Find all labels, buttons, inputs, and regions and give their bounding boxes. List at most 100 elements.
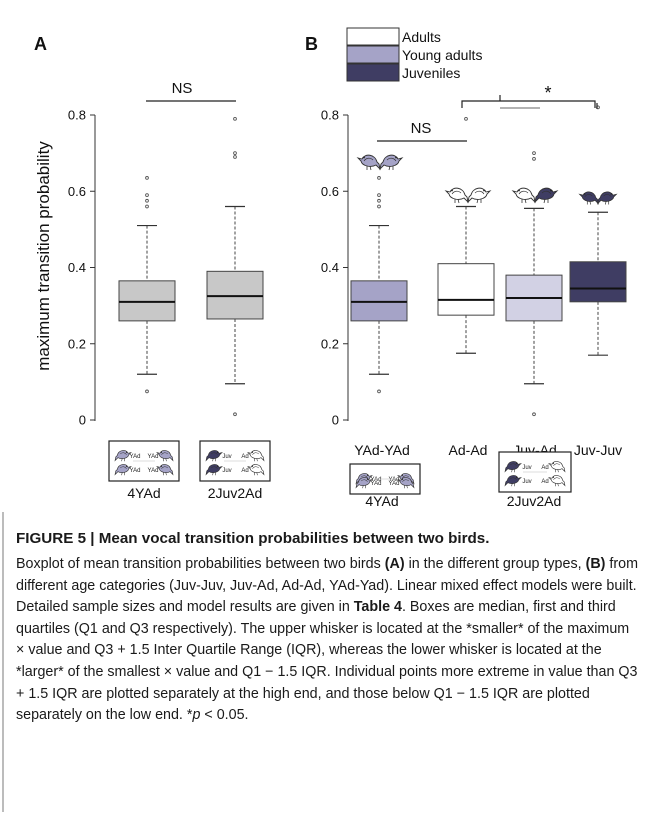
bird-icon — [114, 464, 132, 476]
diagram-bird-label: YAd — [148, 468, 159, 474]
panel-b-letter: B — [305, 34, 318, 54]
bird-icon-ad-pair — [444, 187, 492, 204]
outlier-point — [377, 176, 381, 180]
bird-icon — [355, 477, 373, 489]
outlier-point — [377, 389, 381, 394]
group-diagram-2juv2ad-a: Juv Ad Juv Ad — [199, 440, 271, 482]
outlier-point — [145, 193, 149, 197]
bird-icon — [156, 450, 174, 462]
figure-panels: A B maximum transition probability 00.20… — [34, 27, 627, 509]
outlier-point — [233, 155, 237, 159]
outlier-point — [233, 116, 237, 121]
box-yad-yad — [350, 176, 408, 394]
outlier-point — [145, 176, 149, 180]
legend-label-juveniles: Juveniles — [402, 65, 460, 81]
bird-icon — [548, 461, 566, 473]
diagram-bird-label: Juv — [522, 479, 531, 485]
group-diagram-4yad-a: YAd YAd YAd YAd — [108, 440, 180, 482]
bird-icon — [467, 187, 492, 204]
bird-icon — [504, 475, 522, 487]
box-4yad — [118, 176, 176, 394]
y-tick-label: 0.2 — [68, 336, 86, 351]
diagram-bird-label: YAd — [148, 454, 159, 460]
box-ad-ad — [437, 116, 495, 354]
diagram-bird-label: Ad — [241, 454, 248, 460]
diagram-bird-label: Juv — [222, 454, 231, 460]
bird-icon — [444, 187, 469, 204]
bird-icon — [578, 191, 599, 205]
outlier-point — [532, 156, 536, 161]
bird-icon-juv-ad-pair — [511, 187, 559, 204]
y-tick-label: 0.6 — [321, 184, 339, 199]
outlier-point — [233, 151, 237, 155]
panel-b-boxes — [350, 105, 627, 417]
category-label-ad-ad: Ad-Ad — [449, 442, 488, 458]
diagram-bird-label: Ad — [541, 465, 548, 471]
caption-ref-table: Table 4 — [353, 599, 402, 616]
group-label-2juv2ad-b: 2Juv2Ad — [507, 493, 561, 509]
caption-body: Boxplot of mean transition probabilities… — [16, 554, 638, 727]
box-juv-juv — [569, 105, 627, 356]
legend-swatch-juveniles — [346, 63, 400, 82]
outlier-point — [233, 412, 237, 417]
caption: FIGURE 5 | Mean vocal transition probabi… — [2, 512, 638, 812]
legend-swatch-young-adults — [346, 45, 400, 64]
caption-text: . Boxes are median, first and third quar… — [16, 599, 638, 724]
bird-icon — [548, 475, 566, 487]
bird-icon — [205, 464, 223, 476]
bird-icon — [379, 154, 404, 171]
bird-icon — [397, 477, 415, 489]
bird-icon — [504, 461, 522, 473]
caption-ref-a: (A) — [384, 556, 405, 572]
bird-icon-juv-pair — [578, 191, 618, 205]
group-label-4yad-a: 4YAd — [127, 485, 160, 501]
caption-text: Boxplot of mean transition probabilities… — [16, 556, 385, 572]
y-tick-label: 0.8 — [321, 108, 339, 123]
outlier-point — [464, 116, 468, 121]
category-label-yad-yad: YAd-YAd — [354, 442, 410, 458]
outlier-point — [532, 151, 536, 155]
outlier-point — [145, 198, 149, 203]
caption-ref-b: (B) — [585, 556, 606, 572]
panel-b-star-bracket — [461, 95, 598, 109]
panel-b-axis: 0 0.2 0.4 0.6 0.8 — [321, 108, 349, 428]
bird-icon — [511, 187, 536, 204]
outlier-point — [377, 193, 381, 197]
bird-icon — [534, 187, 559, 204]
bird-icon — [156, 464, 174, 476]
box-2juv2ad — [206, 116, 264, 417]
panel-a-ns-label: NS — [172, 80, 193, 97]
legend-swatch-adults — [346, 27, 400, 46]
box-body — [569, 261, 627, 303]
group-label-2juv2ad-a: 2Juv2Ad — [208, 485, 262, 501]
outlier-point — [532, 412, 536, 417]
group-label-4yad-b: 4YAd — [365, 493, 398, 509]
diagram-bird-label: YAd — [389, 477, 400, 483]
diagram-bird-label: YAd — [389, 481, 400, 487]
diagram-bird-label: Ad — [541, 479, 548, 485]
y-tick-label: 0.4 — [321, 260, 339, 275]
panel-a-boxes — [118, 116, 264, 417]
outlier-point — [145, 204, 149, 209]
diagram-bird-label: YAd — [130, 454, 141, 460]
bird-icon — [205, 450, 223, 462]
y-tick-label: 0.6 — [68, 184, 86, 199]
y-tick-label: 0.2 — [321, 336, 339, 351]
legend-label-young-adults: Young adults — [402, 47, 482, 63]
diagram-bird-label: YAd — [371, 477, 382, 483]
y-tick-label: 0 — [79, 413, 86, 428]
panel-a-axis: 0 0.2 0.4 0.6 0.8 — [68, 108, 96, 428]
box-body — [437, 263, 495, 316]
diagram-bird-label: Ad — [241, 468, 248, 474]
diagram-bird-label: YAd — [130, 468, 141, 474]
box-juv-ad — [505, 151, 563, 417]
panel-b-star-label: * — [544, 83, 551, 103]
y-tick-label: 0.4 — [68, 260, 86, 275]
caption-text: in the different group types, — [404, 556, 586, 572]
y-tick-label: 0.8 — [68, 108, 86, 123]
bird-icon — [356, 154, 381, 171]
diagram-bird-label: YAd — [371, 481, 382, 487]
diagram-bird-label: Juv — [522, 465, 531, 471]
bird-icon — [597, 191, 618, 205]
